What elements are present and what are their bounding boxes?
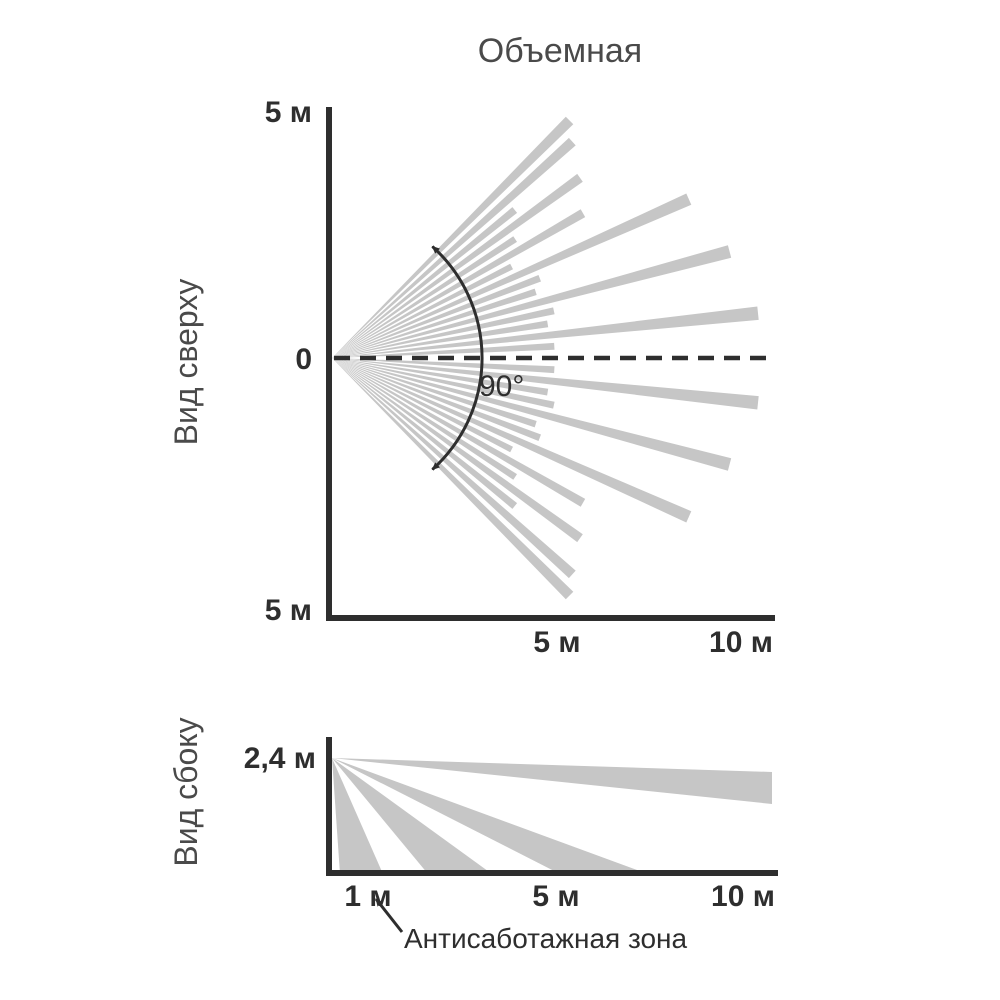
detection-beam: [332, 307, 555, 358]
top-view-x-10m-label: 10 м: [709, 626, 773, 659]
detection-beam: [332, 245, 732, 358]
detection-beam: [332, 358, 576, 579]
detection-beam: [332, 358, 555, 409]
detection-beam: [332, 358, 692, 523]
top-view-y-top-label: 5 м: [265, 96, 312, 129]
angle-arc-arrow: [431, 245, 484, 471]
diagram-title: Объемная: [478, 32, 642, 70]
anti-sabotage-label: Антисаботажная зона: [404, 923, 688, 954]
side-detection-beam: [332, 758, 492, 874]
detection-beam: [332, 209, 586, 358]
side-detection-beam: [332, 758, 648, 874]
top-view-label: Вид сверху: [168, 279, 204, 446]
detection-beam: [332, 358, 574, 600]
detection-beam: [332, 116, 574, 358]
side-detection-beam: [332, 758, 772, 804]
detection-beam: [332, 193, 692, 358]
detection-beam: [332, 263, 513, 358]
detection-beam: [332, 358, 549, 396]
top-view-zero-label: 0: [295, 343, 312, 376]
side-view-x-10m-label: 10 м: [711, 880, 775, 913]
top-view-x-5m-label: 5 м: [533, 626, 580, 659]
detection-beam: [332, 358, 583, 543]
detection-beam: [332, 342, 555, 358]
detection-beam: [332, 137, 576, 358]
detection-beam: [332, 207, 518, 358]
side-view-label: Вид сбоку: [168, 717, 204, 866]
detection-beam: [332, 358, 586, 507]
detection-beam: [332, 358, 517, 480]
side-view-beams: [332, 758, 772, 874]
detection-beam: [332, 358, 513, 453]
anti-sabotage-arrow: [374, 898, 404, 933]
angle-90-label: 90°: [479, 370, 524, 403]
side-view-height-label: 2,4 м: [244, 742, 316, 775]
detection-beam: [332, 358, 732, 471]
detection-beam: [332, 358, 518, 509]
top-view-y-bottom-label: 5 м: [265, 594, 312, 627]
detection-beam: [332, 173, 583, 358]
detection-beam: [332, 320, 549, 358]
side-view-x-5m-label: 5 м: [532, 880, 579, 913]
detection-beam: [332, 358, 555, 374]
detection-beam: [332, 236, 517, 358]
side-detection-beam: [332, 758, 383, 874]
